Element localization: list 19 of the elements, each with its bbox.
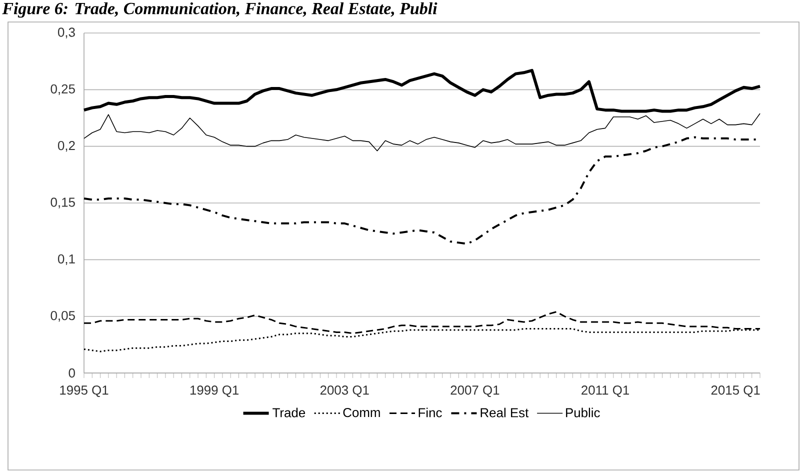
y-tick-label: 0,05 [50,310,75,322]
y-tick-label: 0,15 [50,198,75,208]
x-tick-label: 2007 Q1 [450,386,500,398]
x-tick-label: 2015 Q1 [711,386,760,398]
y-tick-label: 0,25 [50,84,75,96]
legend-label: Comm [343,408,380,418]
x-tick-label: 1999 Q1 [190,386,239,398]
x-tick-label: 2003 Q1 [320,386,369,398]
x-tick-label: 2011 Q1 [582,386,629,398]
y-tick-label: 0,3 [58,28,75,38]
legend-label: Finc [418,408,442,418]
legend-label: Public [566,408,600,418]
y-tick-label: 0,2 [58,140,75,152]
legend-label: Trade [272,408,306,418]
chart-title: Figure 6: Trade, Communication, Finance, Real Estate, Publi [2,2,438,18]
x-tick-label: 1995 Q1 [60,386,108,398]
legend-label: Real Est [480,408,529,418]
y-tick-label: 0,1 [58,254,75,266]
y-tick-label: 0 [68,368,75,378]
